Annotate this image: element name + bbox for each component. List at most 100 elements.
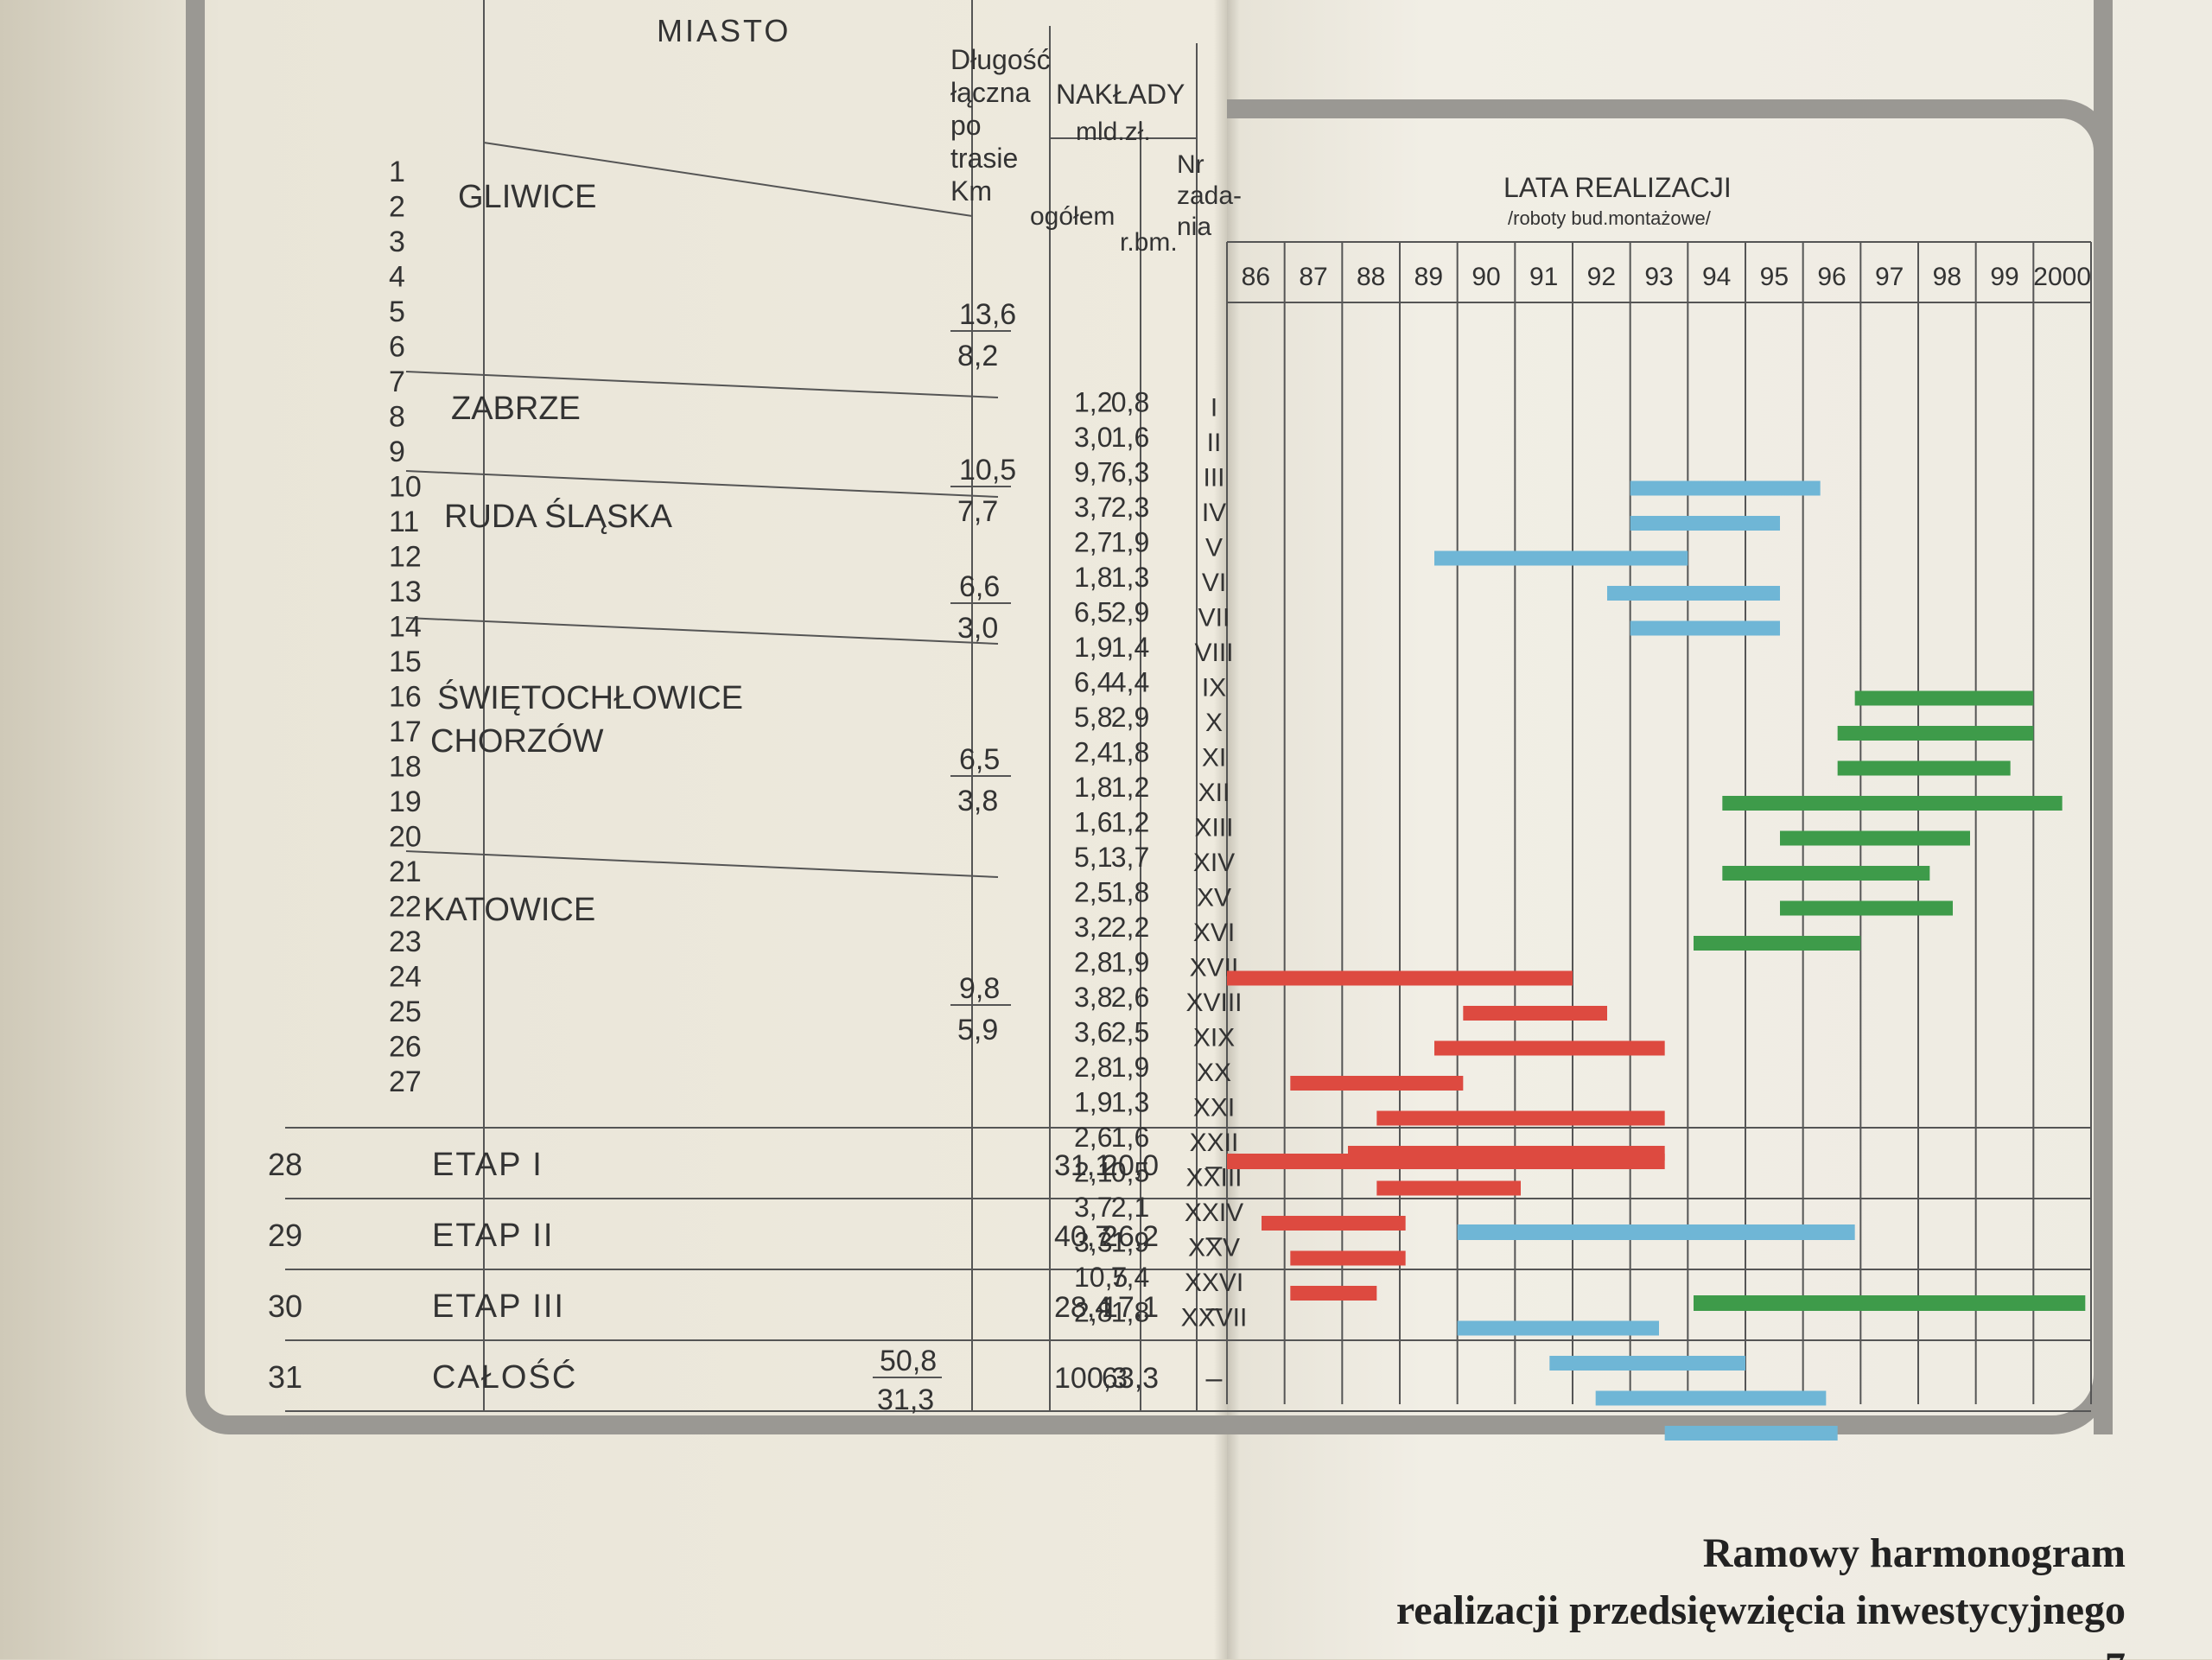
rbm-value: 2,6 [1111, 982, 1149, 1013]
rbm-value: 3,7 [1111, 842, 1149, 873]
ogolem-value: 1,6 [1074, 807, 1112, 838]
row-number: 22 [389, 891, 422, 924]
year-label: 91 [1529, 263, 1558, 291]
gantt-bar [1664, 1426, 1838, 1441]
rbm-value: 1,9 [1111, 947, 1149, 978]
task-number: V [1205, 534, 1223, 563]
row-number: 27 [389, 1065, 422, 1098]
year-label: 2000 [2033, 263, 2091, 291]
header-dlugosc-2: po [950, 110, 982, 141]
year-label: 97 [1875, 263, 1904, 291]
task-number: XI [1202, 744, 1226, 773]
summary-label: ETAP I [432, 1147, 543, 1183]
ogolem-value: 2,1 [1074, 1157, 1112, 1188]
year-label: 94 [1702, 263, 1731, 291]
rbm-value: 2,9 [1111, 597, 1149, 628]
year-label: 96 [1817, 263, 1846, 291]
length-top: 6,5 [959, 743, 1000, 776]
task-number: VII [1198, 604, 1230, 633]
ogolem-value: 2,5 [1074, 877, 1112, 908]
task-number: I [1211, 394, 1217, 423]
gantt-bar [1595, 1390, 1827, 1406]
gantt-bar [1376, 1110, 1665, 1126]
rbm-value: 2,5 [1111, 1017, 1149, 1048]
row-number: 18 [389, 751, 422, 784]
rbm-value: 2,2 [1111, 912, 1149, 943]
task-number: III [1203, 464, 1224, 493]
gantt-bar [1630, 516, 1780, 531]
task-number: VI [1202, 569, 1226, 597]
rbm-value: 0,8 [1111, 387, 1149, 418]
task-number: XII [1198, 779, 1230, 807]
length-top: 13,6 [959, 298, 1016, 331]
year-label: 95 [1760, 263, 1789, 291]
gantt-bar [1290, 1076, 1464, 1091]
city-label: KATOWICE [423, 892, 595, 928]
lata-subtitle: /roboty bud.montażowe/ [1508, 207, 1712, 229]
gantt-bar [1722, 796, 2063, 811]
summary-bar [1457, 1224, 1855, 1240]
chart-frame [1227, 99, 2113, 1434]
gantt-bar [1262, 1216, 1406, 1231]
task-number: XX [1197, 1059, 1231, 1087]
gantt-bar [1607, 586, 1780, 601]
rbm-value: 1,9 [1111, 527, 1149, 558]
header-dlugosc-4: Km [950, 175, 992, 207]
gantt-bar [1457, 1320, 1659, 1336]
summary-length-top: 50,8 [880, 1345, 937, 1377]
summary-rbm: 26,2 [1102, 1220, 1159, 1253]
row-number: 15 [389, 646, 422, 678]
year-label: 90 [1471, 263, 1500, 291]
row-number: 26 [389, 1031, 422, 1064]
task-number: XVI [1193, 919, 1235, 947]
row-number: 14 [389, 611, 422, 644]
city-label: RUDA ŚLĄSKA [444, 496, 673, 535]
length-bottom: 5,9 [957, 1014, 998, 1046]
length-bottom: 3,0 [957, 612, 998, 645]
summary-nr: – [1206, 1220, 1223, 1253]
task-number: XXV [1188, 1234, 1240, 1262]
row-number: 7 [389, 366, 405, 398]
row-number: 13 [389, 576, 422, 608]
row-number: 9 [389, 436, 405, 468]
summary-rbm: 63,3 [1102, 1362, 1159, 1395]
row-number: 19 [389, 785, 422, 818]
year-label: 86 [1242, 263, 1270, 291]
gantt-bar [1780, 830, 1970, 846]
length-top: 9,8 [959, 972, 1000, 1005]
row-number: 6 [389, 331, 405, 364]
year-label: 87 [1299, 263, 1327, 291]
summary-length-bottom: 31,3 [877, 1383, 934, 1416]
ogolem-value: 1,9 [1074, 632, 1112, 663]
gantt-bar [1837, 760, 2011, 776]
rbm-value: 1,8 [1111, 1297, 1149, 1328]
header-rbm: r.bm. [1120, 228, 1178, 257]
table-grid [285, 0, 2092, 1412]
summary-ogolem: 28,4 [1054, 1291, 1111, 1324]
task-number: XIV [1193, 849, 1235, 877]
task-number: XIX [1193, 1024, 1235, 1053]
caption-line-2: realizacji przedsięwzięcia inwestycyjneg… [1395, 1587, 2126, 1633]
ogolem-value: 3,8 [1074, 982, 1112, 1013]
summary-number: 31 [268, 1359, 302, 1395]
length-bottom: 3,8 [957, 785, 998, 817]
summary-label: ETAP III [432, 1288, 565, 1325]
header-nr-2: nia [1177, 213, 1211, 241]
rbm-value: 1,4 [1111, 632, 1149, 663]
year-label: 99 [1990, 263, 2018, 291]
summary-label: CAŁOŚĆ [432, 1357, 577, 1396]
summary-nr: – [1206, 1362, 1223, 1395]
gantt-bar [1549, 1356, 1745, 1371]
ogolem-value: 3,6 [1074, 1017, 1112, 1048]
task-number: II [1207, 429, 1222, 457]
task-number: XVIII [1185, 989, 1242, 1017]
row-number: 5 [389, 296, 405, 328]
header-ogolem: ogółem [1030, 202, 1115, 231]
task-number: XXI [1193, 1094, 1235, 1123]
rbm-value: 1,8 [1111, 877, 1149, 908]
header-naklady: NAKŁADY [1056, 79, 1185, 110]
ogolem-value: 5,8 [1074, 702, 1112, 733]
gantt-bars [1227, 480, 2086, 1441]
header-dlugosc-3: trasie [950, 143, 1018, 174]
